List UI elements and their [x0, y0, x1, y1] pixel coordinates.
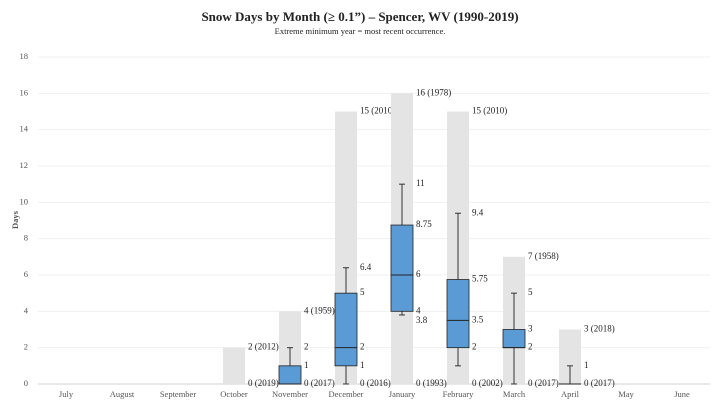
y-tick-label: 10 — [20, 196, 29, 206]
x-tick-label: August — [110, 389, 135, 399]
y-tick-label: 4 — [24, 305, 29, 315]
x-tick-label: May — [618, 389, 634, 399]
data-label: 15 (2010) — [360, 106, 395, 116]
data-label: 4 — [416, 305, 421, 315]
box — [502, 329, 526, 349]
x-tick-label: November — [272, 389, 308, 399]
data-label: 2 — [360, 342, 365, 352]
data-label: 5.75 — [472, 274, 488, 284]
y-tick-label: 0 — [24, 378, 28, 388]
box — [334, 292, 358, 367]
data-label: 1 — [584, 360, 589, 370]
data-label: 2 — [304, 342, 309, 352]
box — [390, 224, 414, 312]
data-label: 2 — [528, 342, 533, 352]
data-label: 3 (2018) — [584, 324, 615, 334]
data-label: 3.8 — [416, 315, 428, 325]
data-label: 15 (2010) — [472, 106, 507, 116]
range-bar — [559, 329, 581, 384]
data-label: 7 (1958) — [528, 251, 559, 261]
data-label: 6.4 — [360, 262, 372, 272]
data-label: 2 (2012) — [248, 342, 279, 352]
box — [278, 365, 302, 385]
data-label: 5 — [360, 287, 365, 297]
x-tick-label: October — [220, 389, 248, 399]
data-label: 0 (2019) — [248, 378, 279, 388]
x-tick-label: September — [160, 389, 197, 399]
data-label: 0 (2016) — [360, 378, 391, 388]
data-label: 5 — [528, 287, 533, 297]
data-label: 3.5 — [472, 314, 484, 324]
range-bar — [223, 347, 245, 384]
y-tick-label: 14 — [20, 124, 29, 134]
x-tick-label: April — [561, 389, 580, 399]
data-label: 3 — [528, 324, 533, 334]
y-tick-label: 2 — [24, 342, 28, 352]
y-tick-label: 6 — [24, 269, 28, 279]
y-tick-label: 16 — [20, 87, 29, 97]
data-label: 1 — [304, 360, 309, 370]
data-label: 8.75 — [416, 219, 432, 229]
data-label: 0 (2002) — [472, 378, 503, 388]
data-label: 0 (2017) — [304, 378, 335, 388]
x-tick-label: June — [674, 389, 690, 399]
x-tick-label: December — [329, 389, 364, 399]
y-tick-label: 8 — [24, 233, 28, 243]
data-label: 0 (2017) — [528, 378, 559, 388]
box — [446, 279, 470, 349]
data-label: 11 — [416, 178, 425, 188]
chart-title: Snow Days by Month (≥ 0.1”) – Spencer, W… — [201, 9, 518, 24]
data-label: 1 — [360, 360, 365, 370]
data-label: 4 (1959) — [304, 305, 335, 315]
y-tick-label: 18 — [20, 51, 29, 61]
data-label: 9.4 — [472, 207, 484, 217]
y-tick-label: 12 — [20, 160, 29, 170]
x-tick-label: February — [443, 389, 474, 399]
x-tick-label: January — [389, 389, 416, 399]
x-tick-label: July — [59, 389, 74, 399]
chart-subtitle: Extreme minimum year = most recent occur… — [275, 26, 446, 36]
y-axis-label: Days — [10, 210, 20, 229]
data-label: 0 (2017) — [584, 378, 615, 388]
data-label: 6 — [416, 269, 421, 279]
data-label: 2 — [472, 342, 477, 352]
data-label: 16 (1978) — [416, 87, 451, 97]
x-tick-label: March — [503, 389, 526, 399]
data-label: 0 (1993) — [416, 378, 447, 388]
